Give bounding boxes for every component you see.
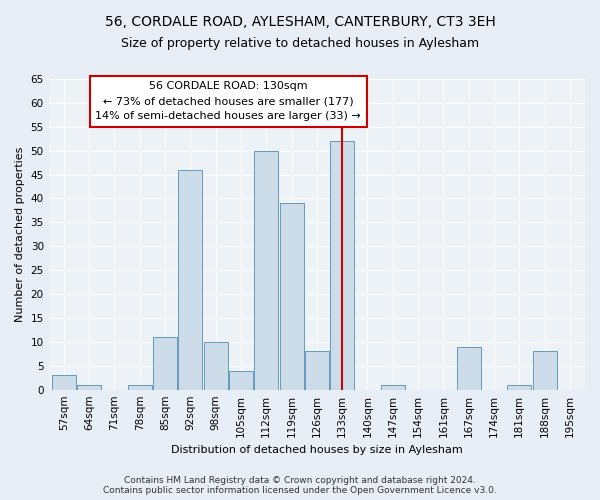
Bar: [280, 204, 304, 390]
Bar: [203, 342, 227, 390]
Bar: [128, 385, 152, 390]
Text: Contains HM Land Registry data © Crown copyright and database right 2024.
Contai: Contains HM Land Registry data © Crown c…: [103, 476, 497, 495]
Bar: [533, 352, 557, 390]
Bar: [178, 170, 202, 390]
Bar: [330, 141, 354, 390]
Text: 56, CORDALE ROAD, AYLESHAM, CANTERBURY, CT3 3EH: 56, CORDALE ROAD, AYLESHAM, CANTERBURY, …: [104, 15, 496, 29]
Y-axis label: Number of detached properties: Number of detached properties: [15, 146, 25, 322]
X-axis label: Distribution of detached houses by size in Aylesham: Distribution of detached houses by size …: [171, 445, 463, 455]
Bar: [305, 352, 329, 390]
Text: 56 CORDALE ROAD: 130sqm
← 73% of detached houses are smaller (177)
14% of semi-d: 56 CORDALE ROAD: 130sqm ← 73% of detache…: [95, 82, 361, 121]
Bar: [381, 385, 405, 390]
Bar: [77, 385, 101, 390]
Bar: [507, 385, 531, 390]
Bar: [229, 370, 253, 390]
Bar: [254, 150, 278, 390]
Text: Size of property relative to detached houses in Aylesham: Size of property relative to detached ho…: [121, 38, 479, 51]
Bar: [52, 376, 76, 390]
Bar: [457, 346, 481, 390]
Bar: [153, 337, 177, 390]
